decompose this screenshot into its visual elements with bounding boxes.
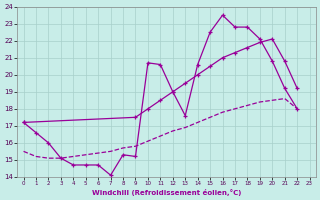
X-axis label: Windchill (Refroidissement éolien,°C): Windchill (Refroidissement éolien,°C) [92,189,241,196]
